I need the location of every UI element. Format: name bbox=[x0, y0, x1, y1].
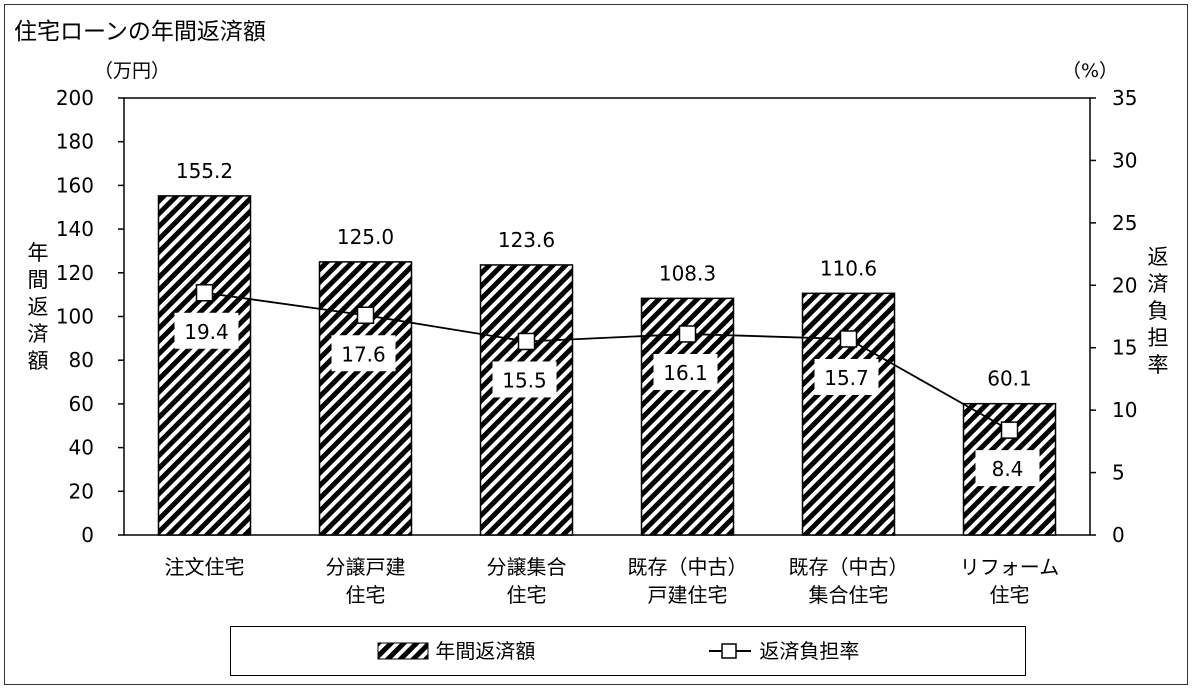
line-value-label: 16.1 bbox=[663, 361, 708, 385]
line-series bbox=[204, 291, 1010, 431]
right-tick-label: 10 bbox=[1112, 398, 1137, 422]
left-tick-label: 140 bbox=[56, 217, 94, 241]
line-marker bbox=[839, 330, 858, 348]
category-label-line: 分譲集合 bbox=[486, 555, 567, 579]
right-axis-label-char: 返 bbox=[1147, 245, 1169, 269]
chart-plot: 0 20 40 60 80 100 120 140 160 180 200 0 5 10 15 20 25 30 3… bbox=[56, 86, 1138, 547]
category-label: 分譲戸建 住宅 bbox=[291, 553, 441, 609]
right-tick-label: 30 bbox=[1112, 148, 1137, 172]
line-value-label: 15.5 bbox=[502, 368, 547, 392]
category-label-line: 住宅 bbox=[989, 583, 1030, 607]
bar bbox=[157, 195, 252, 536]
chart-frame bbox=[4, 4, 1188, 685]
left-tick-label: 40 bbox=[69, 436, 94, 460]
bar-value-label: 108.3 bbox=[659, 261, 716, 285]
legend-item-bar: 年間返済額 bbox=[377, 638, 535, 664]
left-axis-unit: （万円） bbox=[94, 60, 171, 82]
left-tick-label: 60 bbox=[69, 392, 94, 416]
legend-bar-swatch bbox=[377, 642, 429, 660]
bar bbox=[479, 264, 574, 536]
line-value-label-box bbox=[653, 353, 718, 390]
legend-item-line: 返済負担率 bbox=[707, 638, 859, 664]
right-axis-unit: （%） bbox=[1062, 60, 1119, 82]
legend-line-swatch bbox=[709, 643, 751, 659]
left-axis-label-char: 年 bbox=[27, 241, 49, 265]
category-label: リフォーム 住宅 bbox=[935, 553, 1085, 609]
line-value-label-box bbox=[975, 450, 1040, 487]
line-value-label-box bbox=[174, 312, 239, 349]
category-label-line: 住宅 bbox=[345, 583, 386, 607]
category-label-line: 戸建住宅 bbox=[647, 583, 728, 607]
category-label: 既存（中古） 戸建住宅 bbox=[613, 553, 763, 609]
legend-line-label: 返済負担率 bbox=[759, 639, 860, 663]
left-tick-label: 0 bbox=[81, 523, 94, 547]
category-label-line: 分譲戸建 bbox=[325, 555, 406, 579]
left-tick-label: 180 bbox=[56, 130, 94, 154]
right-axis-label-char: 率 bbox=[1147, 353, 1169, 377]
left-axis-label: 年 間 返 済 額 bbox=[26, 240, 50, 375]
line-marker bbox=[678, 325, 697, 343]
right-tick-label: 15 bbox=[1112, 336, 1137, 360]
bar bbox=[801, 292, 896, 536]
left-tick-label: 20 bbox=[69, 479, 94, 503]
line-value-label: 8.4 bbox=[992, 457, 1024, 481]
category-label: 既存（中古） 集合住宅 bbox=[774, 553, 924, 609]
left-axis-label-char: 間 bbox=[27, 268, 49, 292]
right-tick-label: 5 bbox=[1112, 461, 1125, 485]
right-tick-label: 0 bbox=[1112, 523, 1125, 547]
line-marker bbox=[356, 306, 375, 325]
legend: 年間返済額 返済負担率 bbox=[230, 626, 1026, 676]
right-axis-label-char: 済 bbox=[1147, 272, 1169, 296]
right-axis-label: 返 済 負 担 率 bbox=[1146, 244, 1170, 379]
right-axis-label-char: 担 bbox=[1147, 326, 1169, 350]
category-label-line: リフォーム bbox=[959, 555, 1060, 579]
legend-bar-label: 年間返済額 bbox=[435, 639, 536, 663]
category-label-line: 既存（中古） bbox=[788, 555, 909, 579]
right-tick-label: 25 bbox=[1112, 211, 1137, 235]
line-marker bbox=[517, 332, 536, 351]
left-tick-label: 100 bbox=[56, 305, 94, 329]
line-value-label: 15.7 bbox=[824, 366, 869, 390]
plot-area-border bbox=[123, 97, 1091, 536]
line-value-label-box bbox=[814, 358, 879, 395]
left-tick-label: 120 bbox=[56, 261, 94, 285]
chart-title: 住宅ローンの年間返済額 bbox=[14, 19, 266, 45]
line-value-label-box bbox=[331, 335, 396, 372]
category-label: 分譲集合 住宅 bbox=[452, 553, 602, 609]
bar-value-label: 110.6 bbox=[820, 256, 877, 280]
left-axis-label-char: 額 bbox=[27, 349, 49, 373]
right-tick-label: 20 bbox=[1112, 273, 1137, 297]
right-axis-label-char: 負 bbox=[1147, 299, 1169, 323]
category-label-line: 住宅 bbox=[506, 583, 547, 607]
category-label: 注文住宅 bbox=[130, 553, 280, 581]
category-label-line: 既存（中古） bbox=[627, 555, 748, 579]
line-value-label: 17.6 bbox=[341, 342, 386, 366]
category-label-line: 集合住宅 bbox=[808, 583, 889, 607]
line-marker bbox=[195, 284, 214, 302]
left-tick-label: 160 bbox=[56, 173, 94, 197]
bar-value-label: 155.2 bbox=[176, 159, 233, 183]
bar-value-label: 125.0 bbox=[337, 225, 394, 249]
line-value-label-box bbox=[492, 361, 557, 398]
left-tick-label: 80 bbox=[69, 348, 94, 372]
line-value-label: 19.4 bbox=[184, 320, 229, 344]
right-tick-label: 35 bbox=[1112, 86, 1137, 110]
category-label-line: 注文住宅 bbox=[164, 555, 245, 579]
left-axis-label-char: 返 bbox=[27, 295, 49, 319]
left-tick-label: 200 bbox=[56, 86, 94, 110]
bar-value-label: 123.6 bbox=[498, 228, 555, 252]
bar-value-label: 60.1 bbox=[987, 367, 1032, 391]
left-axis-label-char: 済 bbox=[27, 322, 49, 346]
bar bbox=[318, 261, 413, 536]
line-marker bbox=[1000, 421, 1019, 439]
